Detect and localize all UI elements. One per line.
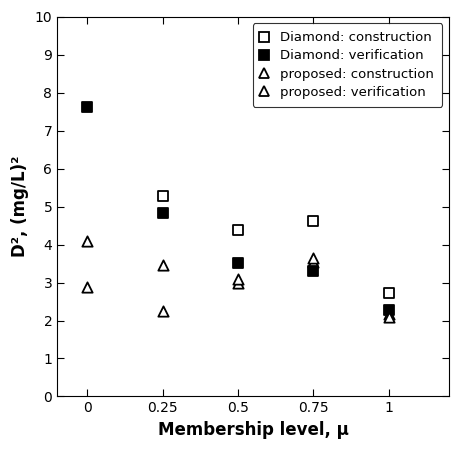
Point (234, 226, 241, 234)
Point (84, 237, 91, 244)
X-axis label: Membership level, μ: Membership level, μ (157, 421, 348, 439)
Point (309, 254, 316, 261)
Point (159, 192, 166, 199)
Point (84, 284, 91, 291)
Point (309, 258, 316, 265)
Point (159, 307, 166, 315)
Point (384, 289, 392, 297)
Point (159, 209, 166, 216)
Point (309, 267, 316, 274)
Y-axis label: D², (mg/L)²: D², (mg/L)² (11, 156, 29, 257)
Legend: Diamond: construction, Diamond: verification, proposed: construction, proposed: : Diamond: construction, Diamond: verifica… (252, 23, 442, 107)
Point (384, 313, 392, 320)
Point (234, 279, 241, 286)
Point (234, 259, 241, 266)
Point (84, 104, 91, 111)
Point (234, 275, 241, 282)
Point (159, 262, 166, 269)
Point (384, 306, 392, 314)
Point (309, 217, 316, 225)
Point (384, 310, 392, 317)
